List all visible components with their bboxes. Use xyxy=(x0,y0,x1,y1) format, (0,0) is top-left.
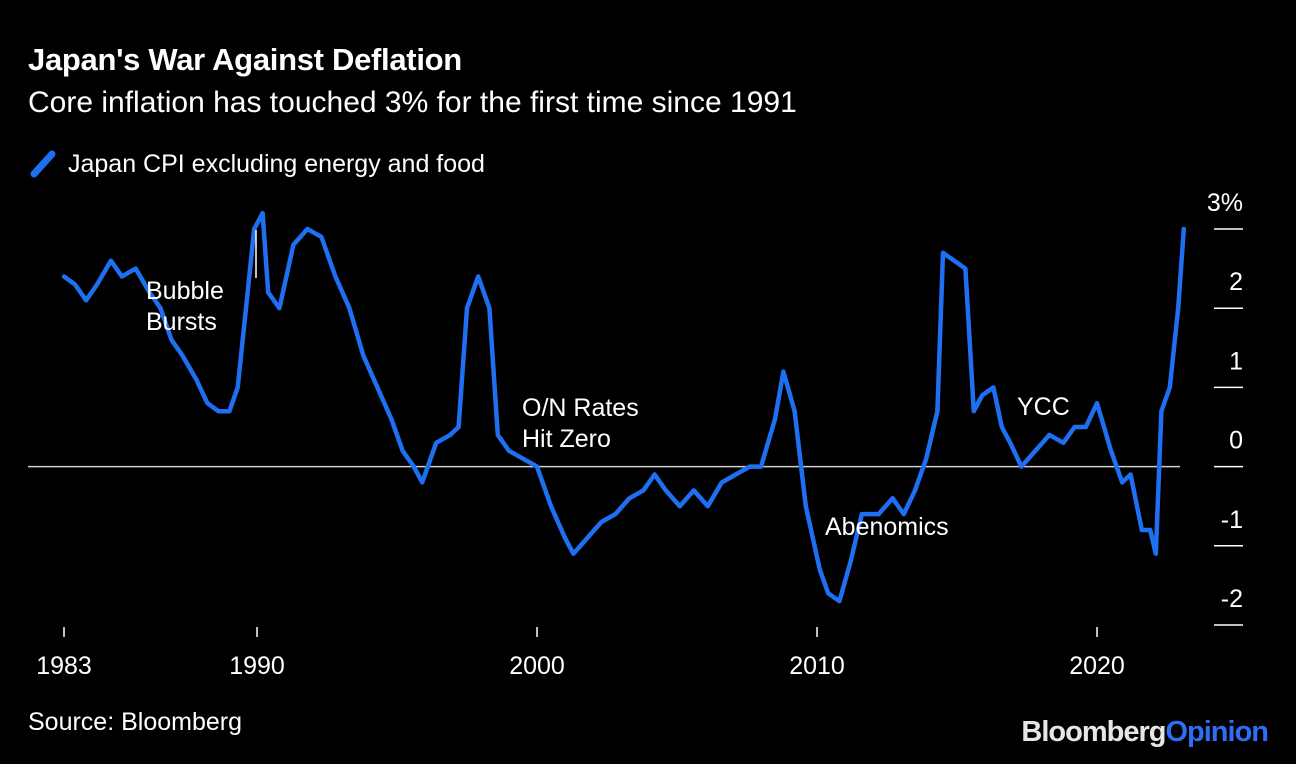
annotation-label: O/N Rates xyxy=(522,394,639,422)
annotation-label: Hit Zero xyxy=(522,425,611,453)
source-note: Source: Bloomberg xyxy=(28,708,243,736)
chart-subtitle: Core inflation has touched 3% for the fi… xyxy=(28,86,797,119)
legend-label: Japan CPI excluding energy and food xyxy=(68,149,485,178)
y-tick-label: 3% xyxy=(1207,189,1243,217)
y-tick-label: -1 xyxy=(1221,506,1243,534)
x-tick-label: 1983 xyxy=(36,652,92,680)
x-tick-label: 1990 xyxy=(229,652,285,680)
legend: Japan CPI excluding energy and food xyxy=(28,148,485,180)
x-tick-label: 2020 xyxy=(1069,652,1125,680)
y-tick-label: 1 xyxy=(1229,347,1243,375)
annotation-label: Bubble xyxy=(146,277,224,305)
series-line xyxy=(61,210,1187,604)
annotation-label: YCC xyxy=(1017,393,1070,421)
y-tick-label: 0 xyxy=(1229,427,1243,455)
brand-logo-part1: Bloomberg xyxy=(1021,716,1166,748)
brand-logo: BloombergOpinion xyxy=(1021,716,1269,749)
chart-title: Japan's War Against Deflation xyxy=(28,42,462,77)
x-tick-label: 2010 xyxy=(789,652,845,680)
x-tick-label: 2000 xyxy=(509,652,565,680)
y-tick-label: 2 xyxy=(1229,268,1243,296)
y-tick-label: -2 xyxy=(1221,585,1243,613)
brand-logo-part2: Opinion xyxy=(1165,716,1269,748)
annotation-label: Bursts xyxy=(146,308,217,336)
annotation-label: Abenomics xyxy=(825,513,949,541)
legend-swatch xyxy=(30,150,56,178)
